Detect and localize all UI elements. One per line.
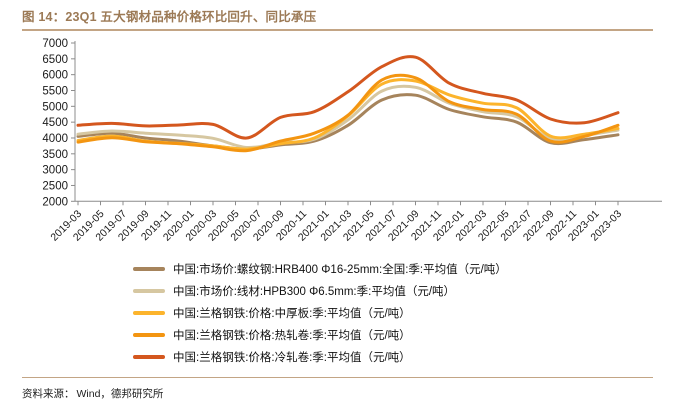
legend-line-swatch (133, 311, 165, 315)
legend-line-swatch (133, 355, 165, 359)
y-tick-label: 4000 (42, 133, 68, 145)
y-tick-label: 5500 (42, 85, 68, 97)
title-divider (22, 29, 653, 31)
footer-divider (22, 377, 653, 378)
source-text: Wind，德邦研究所 (76, 388, 164, 400)
figure-title: 图 14：23Q1 五大钢材品种价格环比回升、同比承压 (22, 10, 317, 24)
legend-label: 中国:兰格钢铁:价格:冷轧卷:季:平均值（元/吨） (173, 352, 411, 364)
y-tick-label: 7000 (42, 38, 68, 50)
legend-item-wire-rod: 中国:市场价:线材:HPB300 Φ6.5mm:季:平均值（元/吨） (133, 280, 507, 302)
chart-legend: 中国:市场价:螺纹钢:HRB400 Φ16-25mm:全国:季:平均值（元/吨）… (133, 258, 507, 368)
y-tick-label: 6000 (42, 70, 68, 82)
legend-label: 中国:兰格钢铁:价格:热轧卷:季:平均值（元/吨） (173, 330, 411, 342)
y-tick-label: 5000 (42, 101, 68, 113)
y-tick-label: 2000 (42, 196, 68, 208)
legend-item-rebar: 中国:市场价:螺纹钢:HRB400 Φ16-25mm:全国:季:平均值（元/吨） (133, 258, 507, 280)
y-tick-label: 6500 (42, 54, 68, 66)
y-tick-label: 4500 (42, 117, 68, 129)
legend-line-swatch (133, 333, 165, 337)
legend-item-hot-rolled: 中国:兰格钢铁:价格:热轧卷:季:平均值（元/吨） (133, 324, 507, 346)
series-line-hot-rolled-coil (76, 73, 620, 153)
legend-item-medium-plate: 中国:兰格钢铁:价格:中厚板:季:平均值（元/吨） (133, 302, 507, 324)
source-note: 资料来源： Wind，德邦研究所 (22, 386, 163, 401)
legend-label: 中国:市场价:螺纹钢:HRB400 Φ16-25mm:全国:季:平均值（元/吨） (173, 264, 507, 276)
legend-item-cold-rolled: 中国:兰格钢铁:价格:冷轧卷:季:平均值（元/吨） (133, 346, 507, 368)
legend-label: 中国:市场价:线材:HPB300 Φ6.5mm:季:平均值（元/吨） (173, 286, 456, 298)
legend-label: 中国:兰格钢铁:价格:中厚板:季:平均值（元/吨） (173, 308, 411, 320)
price-chart: 7000 6500 6000 5500 5000 4500 4000 3500 3000 2500… (42, 38, 662, 244)
legend-line-swatch (133, 289, 165, 293)
y-tick-label: 2500 (42, 180, 68, 192)
legend-line-swatch (133, 267, 165, 271)
series-line-cold-rolled-coil (76, 55, 620, 140)
y-tick-label: 3000 (42, 165, 68, 177)
y-tick-label: 3500 (42, 149, 68, 161)
series-line-rebar (76, 93, 620, 151)
source-label: 资料来源： (22, 388, 75, 400)
